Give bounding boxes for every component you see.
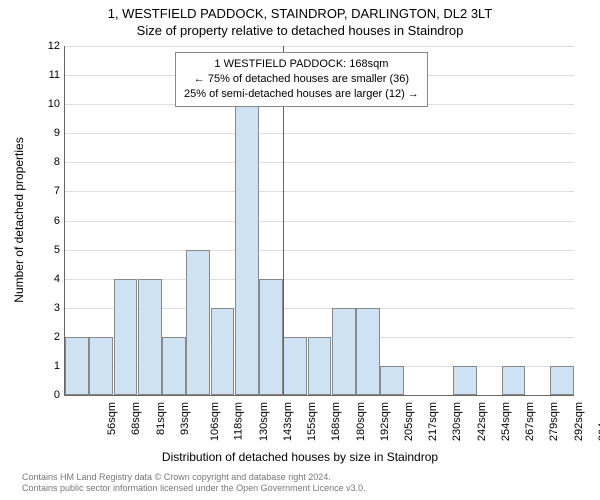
title-main: 1, WESTFIELD PADDOCK, STAINDROP, DARLING… — [0, 0, 600, 21]
x-tick-label: 68sqm — [130, 402, 142, 435]
y-tick-label: 9 — [44, 127, 60, 139]
gridline — [65, 162, 574, 163]
annotation-line-3: 25% of semi-detached houses are larger (… — [184, 87, 419, 102]
x-tick-label: 81sqm — [155, 402, 167, 435]
x-tick-label: 180sqm — [355, 402, 367, 441]
y-tick-label: 8 — [44, 156, 60, 168]
y-tick-label: 3 — [44, 302, 60, 314]
x-tick-label: 143sqm — [282, 402, 294, 441]
bar — [356, 308, 380, 395]
title-sub: Size of property relative to detached ho… — [0, 21, 600, 38]
chart-container: 1, WESTFIELD PADDOCK, STAINDROP, DARLING… — [0, 0, 600, 500]
gridline — [65, 46, 574, 47]
bar — [89, 337, 113, 395]
y-tick-label: 4 — [44, 273, 60, 285]
bar — [138, 279, 162, 395]
x-tick-label: 292sqm — [573, 402, 585, 441]
x-tick-label: 168sqm — [330, 402, 342, 441]
x-tick-label: 130sqm — [258, 402, 270, 441]
footer-line-2: Contains public sector information licen… — [22, 483, 366, 494]
gridline — [65, 221, 574, 222]
x-tick-label: 56sqm — [106, 402, 118, 435]
x-tick-label: 279sqm — [549, 402, 561, 441]
plot-area: 1 WESTFIELD PADDOCK: 168sqm← 75% of deta… — [64, 46, 574, 396]
x-tick-label: 106sqm — [209, 402, 221, 441]
x-tick-label: 242sqm — [476, 402, 488, 441]
x-tick-label: 192sqm — [379, 402, 391, 441]
y-tick-label: 6 — [44, 215, 60, 227]
gridline — [65, 191, 574, 192]
x-tick-label: 93sqm — [179, 402, 191, 435]
x-tick-label: 267sqm — [524, 402, 536, 441]
x-tick-label: 155sqm — [306, 402, 318, 441]
x-tick-label: 254sqm — [500, 402, 512, 441]
bar — [380, 366, 404, 395]
x-tick-label: 205sqm — [403, 402, 415, 441]
bar — [65, 337, 89, 395]
y-tick-label: 11 — [44, 69, 60, 81]
bar — [259, 279, 283, 395]
y-tick-label: 0 — [44, 389, 60, 401]
bar — [211, 308, 235, 395]
bar — [550, 366, 574, 395]
bar — [308, 337, 332, 395]
y-tick-label: 10 — [44, 98, 60, 110]
y-tick-label: 5 — [44, 244, 60, 256]
bar — [283, 337, 307, 395]
annotation-line-2: ← 75% of detached houses are smaller (36… — [184, 72, 419, 87]
x-tick-label: 217sqm — [427, 402, 439, 441]
annotation-box: 1 WESTFIELD PADDOCK: 168sqm← 75% of deta… — [175, 52, 428, 107]
x-tick-label: 230sqm — [452, 402, 464, 441]
y-tick-label: 2 — [44, 331, 60, 343]
gridline — [65, 133, 574, 134]
footer-line-1: Contains HM Land Registry data © Crown c… — [22, 472, 366, 483]
annotation-line-1: 1 WESTFIELD PADDOCK: 168sqm — [184, 57, 419, 72]
y-axis-label: Number of detached properties — [12, 137, 26, 302]
bar — [114, 279, 138, 395]
bar — [186, 250, 210, 395]
x-axis-label: Distribution of detached houses by size … — [0, 450, 600, 464]
bar — [453, 366, 477, 395]
x-tick-label: 118sqm — [233, 402, 245, 440]
y-tick-label: 7 — [44, 185, 60, 197]
y-tick-label: 1 — [44, 360, 60, 372]
bar — [332, 308, 356, 395]
gridline — [65, 250, 574, 251]
footer-attribution: Contains HM Land Registry data © Crown c… — [22, 472, 366, 495]
bar — [235, 104, 259, 395]
y-tick-label: 12 — [44, 40, 60, 52]
bar — [502, 366, 526, 395]
bar — [162, 337, 186, 395]
